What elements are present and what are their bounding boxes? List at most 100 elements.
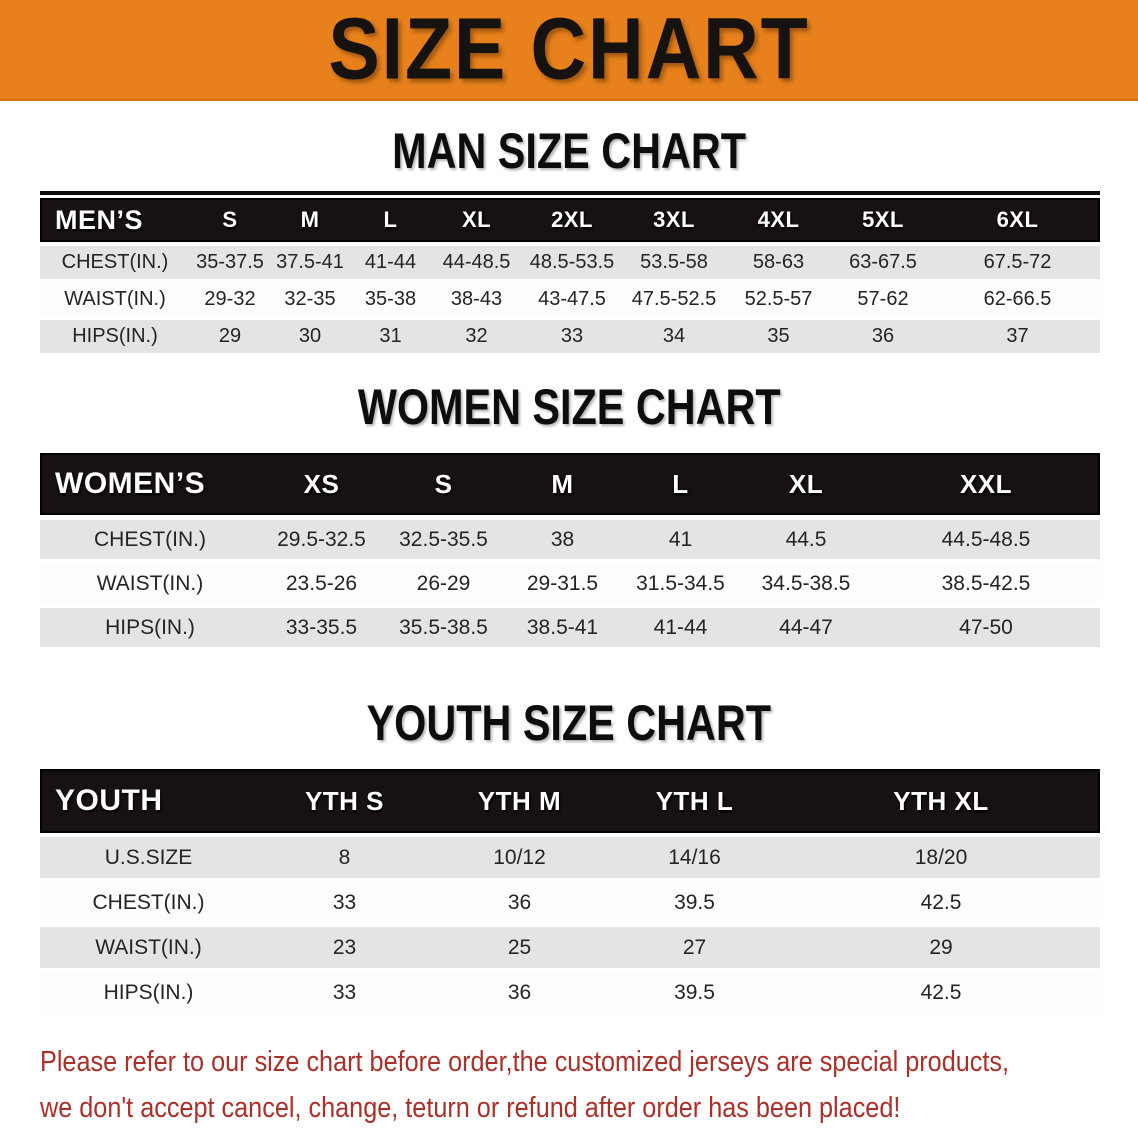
- women-section-heading: WOMEN SIZE CHART: [0, 381, 1138, 432]
- women-size-column-header: M: [551, 468, 574, 499]
- row-label: HIPS(IN.): [103, 980, 194, 1004]
- youth-size-column-header: YTH XL: [893, 785, 989, 816]
- women-size-column-header: S: [434, 468, 453, 499]
- table-cell: 38.5-41: [526, 615, 599, 639]
- table-cell: 57-62: [857, 288, 909, 310]
- row-label: CHEST(IN.): [61, 251, 169, 273]
- table-cell: 25: [507, 935, 532, 959]
- row-label: CHEST(IN.): [94, 527, 206, 551]
- row-label: WAIST(IN.): [96, 571, 204, 595]
- table-cell: 33-35.5: [285, 615, 358, 639]
- table-cell: 62-66.5: [983, 288, 1052, 310]
- women-table-row: CHEST(IN.) 29.5-32.5 32.5-35.5 38 41 44.5 44.5…: [40, 520, 1100, 559]
- table-cell: 37.5-41: [276, 251, 344, 273]
- table-cell: 44-47: [779, 615, 833, 639]
- youth-table-row: CHEST(IN.) 33 36 39.5 42.5: [40, 882, 1100, 923]
- men-size-column-header: M: [300, 207, 320, 232]
- row-label: HIPS(IN.): [105, 615, 195, 639]
- men-table-top-rule: [40, 191, 1100, 195]
- men-size-table: MEN’S S M L XL 2XL 3XL 4XL 5XL 6XL CHEST(IN.) 35-37…: [40, 198, 1100, 353]
- men-size-column-header: S: [222, 207, 238, 232]
- men-size-column-header: 5XL: [862, 207, 904, 232]
- men-size-column-header: 3XL: [653, 207, 695, 232]
- men-size-column-header: 6XL: [996, 207, 1039, 232]
- table-cell: 37: [1006, 325, 1029, 347]
- youth-section-heading-text: YOUTH SIZE CHART: [366, 694, 772, 751]
- men-size-column-header: 4XL: [757, 207, 800, 232]
- table-cell: 10/12: [493, 845, 546, 869]
- row-label: HIPS(IN.): [72, 325, 158, 347]
- men-size-column-header: L: [383, 207, 398, 232]
- row-label: U.S.SIZE: [104, 845, 193, 869]
- table-cell: 43-47.5: [538, 288, 606, 310]
- table-cell: 42.5: [920, 890, 962, 914]
- table-cell: 38: [550, 527, 575, 551]
- youth-size-column-header: YTH M: [477, 785, 562, 816]
- men-section-heading: MAN SIZE CHART: [0, 122, 1138, 179]
- row-label: CHEST(IN.): [92, 890, 205, 914]
- youth-table-title: YOUTH: [55, 784, 163, 817]
- row-label: WAIST(IN.): [95, 935, 202, 959]
- table-cell: 31: [379, 325, 402, 347]
- youth-section-heading: YOUTH SIZE CHART: [0, 694, 1138, 751]
- table-cell: 18/20: [914, 845, 968, 869]
- table-cell: 29.5-32.5: [277, 527, 366, 551]
- table-cell: 41-44: [653, 615, 708, 639]
- table-cell: 33: [560, 325, 584, 347]
- table-cell: 67.5-72: [983, 251, 1052, 273]
- table-cell: 34.5-38.5: [761, 571, 851, 595]
- table-cell: 39.5: [674, 890, 715, 914]
- men-table-row: HIPS(IN.) 29 30 31 32 33 34 35 36 37: [40, 320, 1100, 353]
- men-section-heading-text: MAN SIZE CHART: [392, 122, 746, 179]
- table-cell: 35: [767, 325, 790, 347]
- table-cell: 32: [465, 325, 488, 347]
- youth-table-row: U.S.SIZE 8 10/12 14/16 18/20: [40, 837, 1100, 878]
- banner-title: SIZE CHART: [328, 0, 810, 98]
- women-size-column-header: XXL: [959, 468, 1013, 499]
- table-cell: 42.5: [920, 980, 962, 1004]
- table-cell: 41: [668, 527, 693, 551]
- disclaimer-text: Please refer to our size chart before or…: [40, 1039, 1138, 1131]
- table-cell: 23.5-26: [285, 571, 358, 595]
- women-size-table: WOMEN’S XS S M L XL XXL CHEST(IN.) 29.5-32.5 32.5…: [40, 453, 1100, 647]
- women-size-column-header: XL: [788, 468, 824, 499]
- women-table-header-row: WOMEN’S XS S M L XL XXL: [40, 453, 1100, 515]
- women-table-title: WOMEN’S: [55, 467, 206, 500]
- youth-size-column-header: YTH S: [304, 785, 385, 816]
- table-cell: 58-63: [752, 251, 805, 273]
- table-cell: 44-48.5: [442, 251, 511, 273]
- youth-table-row: HIPS(IN.) 33 36 39.5 42.5: [40, 972, 1100, 1013]
- table-cell: 29-32: [204, 288, 256, 310]
- size-chart-banner: SIZE CHART: [0, 0, 1138, 101]
- table-cell: 33: [332, 980, 357, 1004]
- disclaimer-line-1: Please refer to our size chart before or…: [40, 1046, 1010, 1078]
- table-cell: 14/16: [668, 845, 721, 869]
- women-size-column-header: XS: [303, 468, 340, 499]
- table-cell: 29-31.5: [526, 571, 599, 595]
- youth-size-column-header: YTH L: [655, 785, 734, 816]
- table-cell: 34: [662, 325, 686, 347]
- table-cell: 47.5-52.5: [631, 288, 717, 310]
- table-cell: 30: [298, 325, 322, 347]
- women-size-column-header: L: [672, 468, 689, 499]
- table-cell: 26-29: [416, 571, 471, 595]
- table-cell: 38.5-42.5: [941, 571, 1031, 595]
- table-cell: 31.5-34.5: [636, 571, 725, 595]
- table-cell: 36: [871, 325, 895, 347]
- table-cell: 29: [218, 325, 242, 347]
- table-cell: 53.5-58: [640, 251, 708, 273]
- youth-table-header-row: YOUTH YTH S YTH M YTH L YTH XL: [40, 769, 1100, 833]
- table-cell: 41-44: [364, 251, 417, 273]
- men-table-header-row: MEN’S S M L XL 2XL 3XL 4XL 5XL 6XL: [40, 198, 1100, 242]
- table-cell: 35-37.5: [196, 251, 264, 273]
- table-cell: 23: [332, 935, 357, 959]
- table-cell: 44.5-48.5: [941, 527, 1031, 551]
- men-size-column-header: XL: [461, 207, 492, 232]
- table-cell: 63-67.5: [849, 251, 917, 273]
- table-cell: 27: [682, 935, 707, 959]
- disclaimer-line-2: we don't accept cancel, change, teturn o…: [40, 1092, 901, 1124]
- table-cell: 8: [338, 845, 351, 869]
- women-table-row: WAIST(IN.) 23.5-26 26-29 29-31.5 31.5-34.5 34…: [40, 564, 1100, 603]
- men-size-column-header: 2XL: [551, 207, 593, 232]
